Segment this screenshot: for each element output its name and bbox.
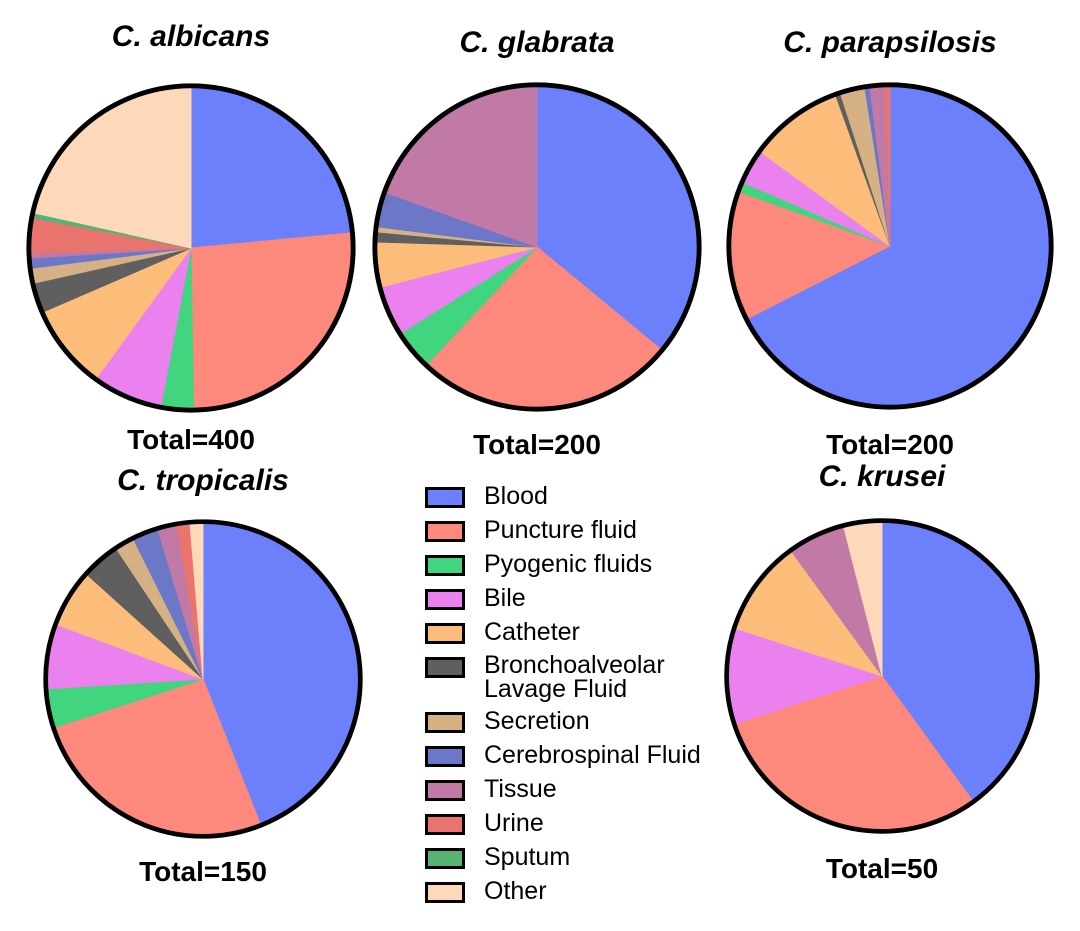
pie-outline — [43, 519, 363, 839]
pie-chart-tropicalis — [43, 519, 363, 839]
pie-title-parapsilosis: C. parapsilosis — [783, 26, 997, 59]
legend-swatch — [425, 487, 465, 508]
legend-label: Catheter — [484, 618, 580, 646]
legend-label-line: Lavage Fluid — [484, 675, 628, 703]
total-label-tropicalis: Total=150 — [139, 856, 267, 887]
pie-chart-krusei — [724, 518, 1040, 834]
pie-outline — [726, 82, 1054, 410]
legend-label: Bronchoalveolar Lavage Fluid — [484, 651, 665, 703]
legend-label: Other — [484, 877, 547, 905]
legend-label: Pyogenic fluids — [484, 550, 653, 578]
legend-swatch — [425, 623, 465, 644]
legend-swatch — [425, 589, 465, 610]
legend-label: Cerebrospinal Fluid — [484, 741, 701, 769]
pie-panel-parapsilosis: C. parapsilosis Total=200 — [723, 26, 1057, 461]
pie-chart-parapsilosis — [726, 82, 1054, 410]
pie-slice-puncture-fluid — [190, 232, 354, 411]
total-label-albicans: Total=400 — [127, 424, 255, 455]
pie-chart-albicans — [26, 83, 356, 413]
legend-label: Sputum — [484, 843, 571, 871]
legend-item: Puncture fluid — [425, 517, 701, 544]
legend-label: Secretion — [484, 707, 590, 735]
legend-label: Bile — [484, 584, 526, 612]
pie-chart-glabrata — [372, 82, 702, 412]
pie-outline — [26, 83, 356, 413]
pie-title-tropicalis: C. tropicalis — [117, 464, 289, 497]
legend-label: Blood — [484, 482, 548, 510]
legend-swatch — [425, 780, 465, 801]
pie-title-krusei: C. krusei — [818, 460, 946, 493]
pie-title-glabrata: C. glabrata — [459, 26, 615, 59]
legend-item: Other — [425, 878, 701, 905]
total-label-parapsilosis: Total=200 — [826, 429, 954, 460]
legend-label: Urine — [484, 809, 544, 837]
legend-item: Catheter — [425, 619, 701, 646]
legend-swatch — [425, 712, 465, 733]
legend-item: Secretion — [425, 708, 701, 735]
pie-panel-albicans: C. albicans Total=400 — [23, 20, 359, 456]
legend-swatch — [425, 555, 465, 576]
pie-title-albicans: C. albicans — [111, 20, 271, 53]
legend-swatch — [425, 882, 465, 903]
pie-panel-tropicalis: C. tropicalis Total=150 — [40, 464, 366, 888]
pie-outline — [724, 518, 1040, 834]
legend-label: Puncture fluid — [484, 516, 637, 544]
legend-label: Tissue — [484, 775, 557, 803]
pie-panel-glabrata: C. glabrata Total=200 — [369, 26, 705, 461]
legend-item: Bronchoalveolar Lavage Fluid — [425, 651, 701, 703]
total-label-krusei: Total=50 — [825, 853, 939, 884]
legend-item: Tissue — [425, 776, 701, 803]
pie-outline — [372, 82, 702, 412]
legend-item: Bile — [425, 585, 701, 612]
legend: Blood Puncture fluid Pyogenic fluids Bile Ca… — [425, 483, 701, 912]
legend-swatch — [425, 746, 465, 767]
legend-swatch — [425, 814, 465, 835]
legend-item: Blood — [425, 483, 701, 510]
legend-item: Urine — [425, 810, 701, 837]
legend-swatch — [425, 521, 465, 542]
legend-label-line: Bronchoalveolar — [484, 651, 665, 679]
legend-swatch — [425, 848, 465, 869]
total-label-glabrata: Total=200 — [473, 429, 601, 460]
legend-item: Cerebrospinal Fluid — [425, 742, 701, 769]
legend-swatch — [425, 657, 465, 678]
legend-item: Pyogenic fluids — [425, 551, 701, 578]
pie-panel-krusei: C. krusei Total=50 — [721, 460, 1043, 885]
legend-item: Sputum — [425, 844, 701, 871]
